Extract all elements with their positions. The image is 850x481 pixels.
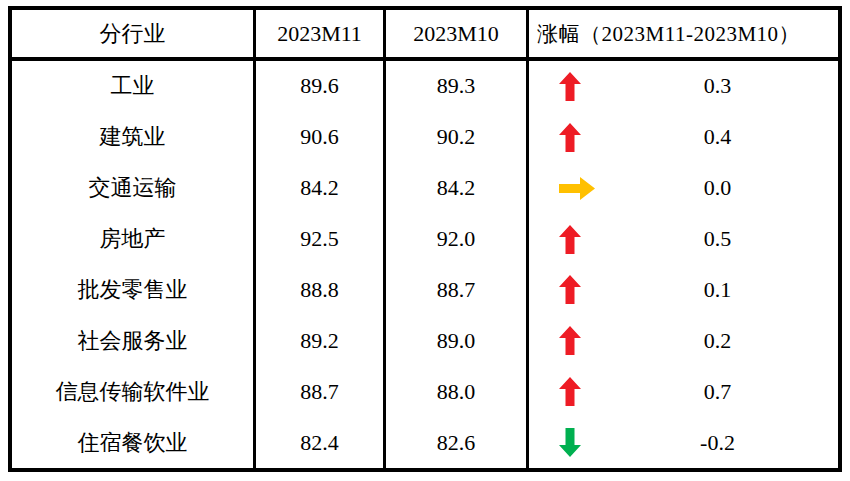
change-cell: 0.0 [529, 163, 838, 214]
change-value: 0.2 [597, 328, 838, 354]
up-arrow-icon [559, 377, 597, 406]
down-arrow-icon [559, 428, 597, 457]
value-2023m11: 90.6 [256, 112, 386, 163]
change-value: 0.1 [597, 277, 838, 303]
industry-name: 社会服务业 [12, 315, 256, 366]
value-2023m10: 89.0 [386, 315, 529, 366]
change-value: -0.2 [597, 430, 838, 456]
change-cell: -0.2 [529, 417, 838, 468]
change-cell: 0.4 [529, 112, 838, 163]
value-2023m10: 82.6 [386, 417, 529, 468]
value-2023m10: 84.2 [386, 163, 529, 214]
value-2023m11: 89.2 [256, 315, 386, 366]
value-2023m11: 84.2 [256, 163, 386, 214]
value-2023m11: 88.7 [256, 366, 386, 417]
industry-name: 工业 [12, 61, 256, 112]
value-2023m10: 88.0 [386, 366, 529, 417]
up-arrow-icon [559, 225, 597, 254]
change-value: 0.5 [597, 226, 838, 252]
value-2023m10: 89.3 [386, 61, 529, 112]
header-2023m11: 2023M11 [256, 10, 386, 57]
change-cell: 0.1 [529, 265, 838, 316]
table-row: 批发零售业 88.8 88.7 0.1 [12, 265, 838, 316]
industry-name: 房地产 [12, 214, 256, 265]
table-row: 住宿餐饮业 82.4 82.6 -0.2 [12, 417, 838, 468]
value-2023m10: 92.0 [386, 214, 529, 265]
change-cell: 0.3 [529, 61, 838, 112]
value-2023m11: 82.4 [256, 417, 386, 468]
table-row: 工业 89.6 89.3 0.3 [12, 61, 838, 112]
up-arrow-icon [559, 123, 597, 152]
value-2023m11: 88.8 [256, 265, 386, 316]
value-2023m11: 92.5 [256, 214, 386, 265]
table-header-row: 分行业 2023M11 2023M10 涨幅（2023M11-2023M10） [12, 10, 838, 61]
header-2023m10: 2023M10 [386, 10, 529, 57]
value-2023m10: 88.7 [386, 265, 529, 316]
table-row: 建筑业 90.6 90.2 0.4 [12, 112, 838, 163]
industry-name: 批发零售业 [12, 265, 256, 316]
up-arrow-icon [559, 326, 597, 355]
industry-name: 信息传输软件业 [12, 366, 256, 417]
change-cell: 0.2 [529, 315, 838, 366]
change-cell: 0.5 [529, 214, 838, 265]
value-2023m11: 89.6 [256, 61, 386, 112]
industry-name: 交通运输 [12, 163, 256, 214]
right-arrow-icon [559, 177, 597, 200]
up-arrow-icon [559, 275, 597, 304]
value-2023m10: 90.2 [386, 112, 529, 163]
change-value: 0.0 [597, 175, 838, 201]
industry-name: 建筑业 [12, 112, 256, 163]
change-value: 0.7 [597, 379, 838, 405]
header-change: 涨幅（2023M11-2023M10） [529, 10, 838, 57]
table-body: 工业 89.6 89.3 0.3 建筑业 90.6 90.2 0.4 交通运输 … [12, 61, 838, 468]
industry-index-table: 分行业 2023M11 2023M10 涨幅（2023M11-2023M10） … [8, 6, 842, 472]
change-value: 0.4 [597, 124, 838, 150]
table-row: 交通运输 84.2 84.2 0.0 [12, 163, 838, 214]
change-value: 0.3 [597, 73, 838, 99]
table-row: 社会服务业 89.2 89.0 0.2 [12, 315, 838, 366]
table-row: 房地产 92.5 92.0 0.5 [12, 214, 838, 265]
up-arrow-icon [559, 72, 597, 101]
industry-name: 住宿餐饮业 [12, 417, 256, 468]
change-cell: 0.7 [529, 366, 838, 417]
table-row: 信息传输软件业 88.7 88.0 0.7 [12, 366, 838, 417]
header-industry: 分行业 [12, 10, 256, 57]
